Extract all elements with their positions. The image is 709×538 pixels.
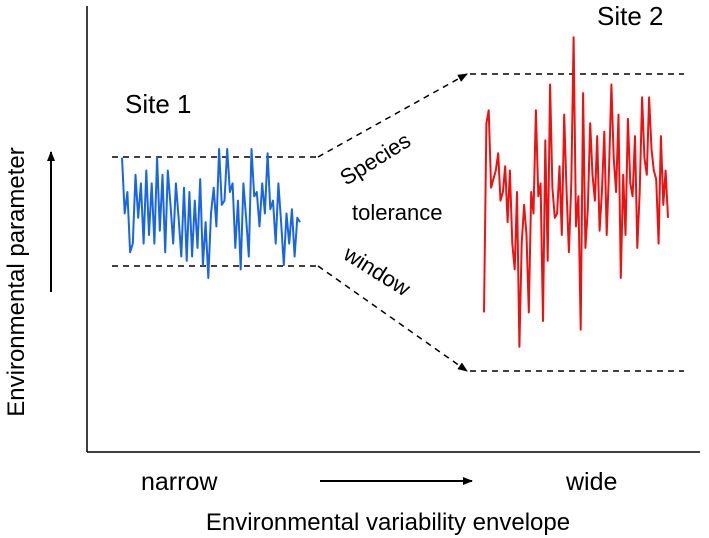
narrow-label: narrow [141, 468, 218, 496]
tolerance-window-lines [112, 73, 684, 372]
site1-label: Site 1 [125, 89, 192, 119]
tolerance-label: tolerance [352, 200, 443, 225]
expansion-arrow-lower [317, 265, 468, 372]
window-label: window [339, 241, 415, 302]
site2-series [483, 36, 669, 348]
wide-label: wide [565, 468, 617, 496]
species-label: Species [335, 128, 415, 191]
x-axis-label: Environmental variability envelope [206, 509, 570, 536]
y-axis-label: Environmental parameter [3, 147, 30, 416]
site2-label: Site 2 [597, 1, 664, 31]
site1-series [121, 148, 301, 279]
